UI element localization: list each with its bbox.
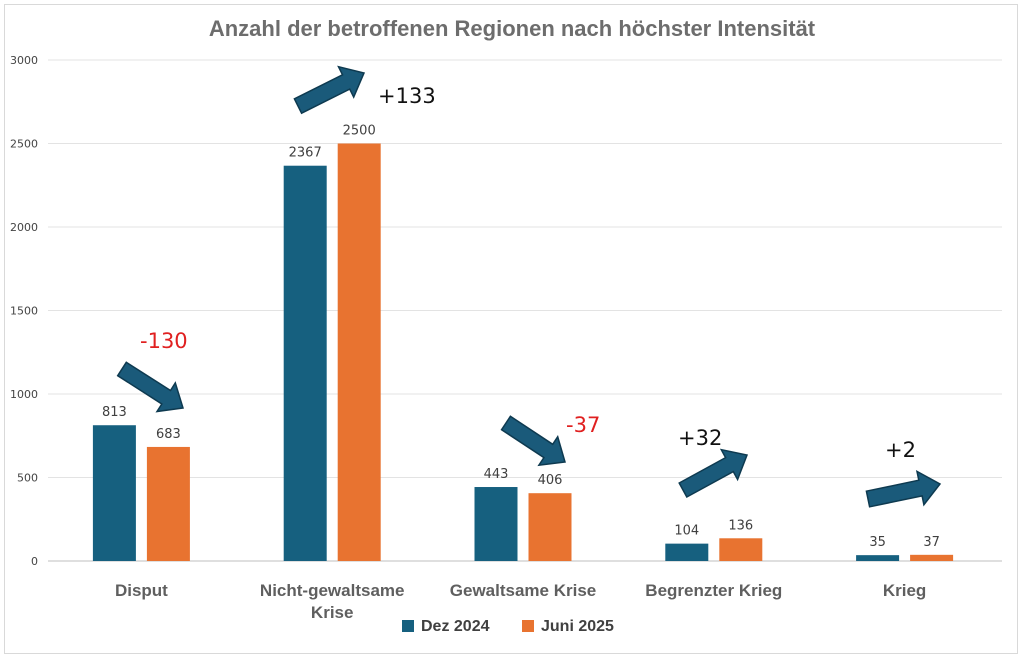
x-tick-label: Begrenzter Krieg [645, 581, 782, 600]
y-tick-label: 500 [17, 472, 38, 485]
y-axis: 0 500 1000 1500 2000 2500 3000 [10, 54, 38, 568]
bar-dez-2024-gewaltsame-krise [474, 487, 518, 561]
x-axis: Disput Nicht-gewaltsame Krise Gewaltsame Kr… [115, 581, 926, 622]
bars [92, 143, 954, 561]
trend-arrow [293, 65, 366, 115]
legend: Dez 2024 Juni 2025 [402, 618, 614, 635]
legend-swatch-juni-2025 [522, 620, 534, 632]
x-tick-label: Nicht-gewaltsame Krise [260, 581, 405, 622]
trend-arrow [865, 469, 942, 508]
y-tick-label: 1000 [10, 388, 38, 401]
data-label: 2500 [343, 124, 376, 139]
data-label: 37 [923, 535, 940, 550]
x-tick-label: Disput [115, 581, 168, 600]
delta-label: -130 [140, 329, 188, 353]
data-label: 813 [102, 405, 127, 420]
gridlines [48, 59, 1002, 562]
x-tick-label: Krieg [883, 581, 926, 600]
y-tick-label: 2500 [10, 138, 38, 151]
delta-label: +133 [378, 84, 436, 108]
bar-dez-2024-nicht-gewaltsame-krise [283, 165, 327, 561]
y-tick-label: 2000 [10, 221, 38, 234]
y-tick-label: 0 [31, 555, 38, 568]
delta-label: -37 [566, 413, 600, 437]
bar-juni-2025-gewaltsame-krise [528, 493, 572, 561]
annotations: -130 +133 -37 +32 +2 [116, 65, 942, 508]
bar-juni-2025-krieg [910, 554, 954, 561]
delta-label: +32 [678, 426, 722, 450]
legend-label: Dez 2024 [421, 618, 490, 635]
data-label: 35 [869, 535, 886, 550]
bar-dez-2024-disput [92, 425, 136, 561]
bar-juni-2025-nicht-gewaltsame-krise [337, 143, 381, 561]
trend-arrow [678, 448, 749, 499]
bar-juni-2025-disput [146, 446, 190, 561]
data-label: 683 [156, 427, 181, 442]
data-label: 443 [484, 467, 509, 482]
x-tick-label: Gewaltsame Krise [450, 581, 596, 600]
bar-dez-2024-begrenzter-krieg [665, 543, 709, 561]
trend-arrow [500, 415, 566, 467]
bar-juni-2025-begrenzter-krieg [719, 538, 763, 561]
legend-swatch-dez-2024 [402, 620, 414, 632]
y-tick-label: 3000 [10, 54, 38, 67]
trend-arrow [116, 361, 184, 413]
chart-title: Anzahl der betroffenen Regionen nach höc… [209, 16, 816, 41]
data-labels: 813 683 2367 2500 443 406 104 136 35 37 [102, 124, 940, 551]
delta-label: +2 [885, 438, 916, 462]
data-label: 104 [674, 524, 699, 539]
y-tick-label: 1500 [10, 305, 38, 318]
data-label: 406 [538, 473, 563, 488]
data-label: 136 [728, 518, 753, 533]
data-label: 2367 [289, 146, 322, 161]
bar-dez-2024-krieg [856, 555, 900, 561]
legend-label: Juni 2025 [541, 618, 614, 635]
